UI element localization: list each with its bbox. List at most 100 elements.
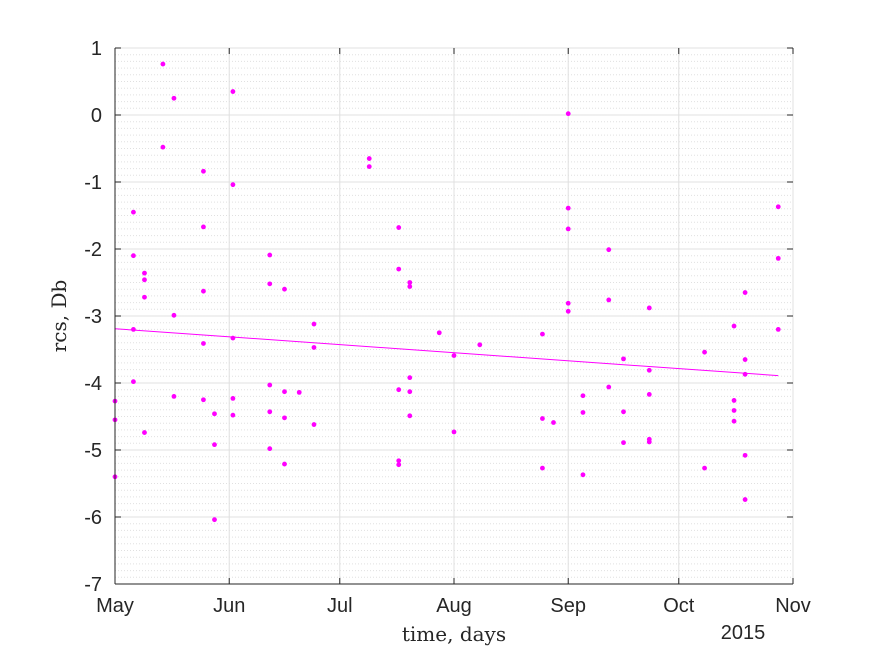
data-point (451, 353, 457, 358)
data-point (282, 389, 287, 395)
y-tick-label: 0 (91, 105, 102, 127)
data-point (212, 411, 217, 417)
data-point (742, 497, 748, 502)
data-point (621, 356, 626, 362)
data-point (565, 308, 571, 314)
data-point (621, 409, 626, 415)
data-point (646, 439, 652, 445)
data-point (212, 517, 217, 523)
y-tick-label: -4 (84, 373, 102, 395)
data-point (201, 168, 206, 174)
data-point (407, 413, 413, 419)
data-point (267, 446, 273, 452)
data-point (702, 349, 707, 355)
data-point (407, 389, 413, 395)
data-point (212, 442, 217, 448)
data-point (201, 397, 206, 403)
data-point (702, 465, 707, 471)
data-point (230, 89, 236, 94)
data-point (131, 253, 136, 259)
data-point (436, 330, 442, 336)
data-point (396, 387, 402, 393)
data-point (267, 409, 273, 415)
data-point (230, 412, 236, 418)
data-point (731, 418, 737, 424)
data-point (131, 327, 136, 332)
year-label: 2015 (721, 622, 766, 644)
data-point (396, 266, 402, 272)
data-point (142, 270, 147, 276)
points-layer (112, 61, 781, 523)
data-point (540, 416, 545, 421)
data-point (407, 375, 413, 381)
data-point (160, 61, 166, 67)
x-tick-label: Jun (213, 595, 245, 617)
data-point (742, 290, 748, 295)
data-point (621, 440, 626, 446)
y-tick-label: -1 (84, 172, 102, 194)
axes (114, 47, 794, 585)
x-tick-labels: May Jun Jul Aug Sep Oct Nov (96, 595, 811, 617)
data-point (230, 335, 236, 341)
data-point (646, 367, 652, 373)
data-point (311, 321, 317, 327)
data-point (366, 164, 372, 169)
x-tick-label: Nov (775, 595, 811, 617)
data-point (742, 371, 748, 377)
data-point (131, 379, 136, 385)
data-point (230, 182, 236, 188)
y-tick-label: 1 (91, 38, 102, 60)
data-point (311, 345, 317, 350)
data-point (131, 209, 136, 215)
data-point (282, 461, 287, 467)
y-axis-label: rcs, Db (47, 280, 71, 353)
data-point (201, 341, 206, 346)
x-tick-label: Jul (327, 595, 353, 617)
x-axis-label: time, days (402, 622, 506, 646)
data-point (201, 288, 206, 294)
data-point (580, 393, 586, 399)
data-point (565, 205, 571, 211)
data-point (396, 458, 402, 464)
y-tick-labels: 1 0 -1 -2 -3 -4 -5 -6 -7 (84, 38, 102, 596)
trend-line (114, 328, 779, 377)
data-point (540, 331, 545, 337)
x-tick-label: Oct (663, 595, 695, 617)
data-point (171, 312, 177, 318)
data-point (477, 342, 483, 348)
y-tick-label: -7 (84, 574, 102, 596)
data-point (742, 357, 748, 362)
data-point (407, 284, 413, 289)
data-point (775, 327, 781, 332)
data-point (606, 247, 612, 253)
data-point (296, 389, 302, 395)
data-point (267, 281, 273, 287)
data-point (230, 396, 236, 401)
y-tick-label: -2 (84, 239, 102, 261)
data-point (282, 415, 287, 421)
data-point (366, 156, 372, 161)
data-point (142, 277, 147, 283)
data-point (311, 422, 317, 427)
data-point (142, 294, 147, 300)
data-point (142, 430, 147, 435)
y-tick-label: -3 (84, 306, 102, 328)
data-point (565, 300, 571, 306)
data-point (580, 472, 586, 478)
data-point (606, 297, 612, 303)
data-point (451, 429, 457, 435)
data-point (606, 384, 612, 390)
data-point (731, 398, 737, 403)
data-point (540, 465, 545, 471)
y-tick-label: -6 (84, 507, 102, 529)
data-point (171, 95, 177, 101)
trend-layer (114, 328, 779, 377)
data-point (267, 252, 273, 258)
data-point (646, 391, 652, 397)
x-tick-label: Aug (436, 595, 472, 617)
data-point (565, 111, 571, 117)
data-point (565, 226, 571, 232)
data-point (775, 204, 781, 210)
data-point (407, 280, 413, 285)
